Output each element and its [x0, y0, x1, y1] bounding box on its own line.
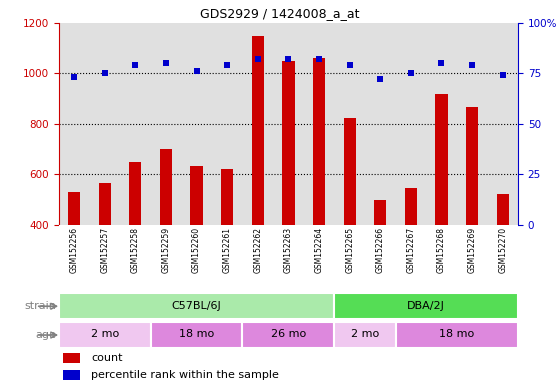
Bar	[221, 169, 234, 225]
Bar	[63, 370, 81, 380]
Text: GSM152262: GSM152262	[253, 227, 262, 273]
Point	[100, 70, 109, 76]
Text: DBA/2J: DBA/2J	[407, 301, 445, 311]
Point	[284, 56, 293, 63]
Text: count: count	[91, 353, 123, 363]
Bar	[190, 166, 203, 225]
Text: 18 mo: 18 mo	[439, 329, 474, 339]
Bar	[282, 61, 295, 225]
Text: age: age	[35, 330, 56, 340]
Bar	[466, 107, 478, 225]
Point	[345, 62, 354, 68]
Point	[69, 74, 78, 81]
Text: 2 mo: 2 mo	[351, 329, 379, 339]
Bar	[160, 149, 172, 225]
Bar	[59, 322, 151, 348]
Bar	[343, 118, 356, 225]
Text: GSM152259: GSM152259	[161, 227, 170, 273]
Bar	[374, 200, 386, 225]
Text: GSM152260: GSM152260	[192, 227, 201, 273]
Text: strain: strain	[24, 301, 56, 311]
Bar	[497, 194, 509, 225]
Text: C57BL/6J: C57BL/6J	[172, 301, 221, 311]
Text: GSM152267: GSM152267	[407, 227, 416, 273]
Point	[223, 62, 232, 68]
Text: GSM152269: GSM152269	[468, 227, 477, 273]
Point	[437, 60, 446, 66]
Text: GSM152270: GSM152270	[498, 227, 507, 273]
Bar	[68, 192, 80, 225]
Text: GSM152261: GSM152261	[223, 227, 232, 273]
Bar	[151, 322, 242, 348]
Text: GSM152265: GSM152265	[345, 227, 354, 273]
Point	[253, 56, 262, 63]
Text: GDS2929 / 1424008_a_at: GDS2929 / 1424008_a_at	[200, 7, 360, 20]
Bar	[334, 322, 395, 348]
Text: GSM152268: GSM152268	[437, 227, 446, 273]
Bar	[435, 94, 447, 225]
Bar	[63, 353, 81, 362]
Point	[376, 76, 385, 83]
Bar	[242, 322, 334, 348]
Point	[407, 70, 416, 76]
Point	[468, 62, 477, 68]
Bar	[313, 58, 325, 225]
Text: GSM152263: GSM152263	[284, 227, 293, 273]
Bar	[59, 293, 334, 319]
Bar	[99, 183, 111, 225]
Bar	[395, 322, 518, 348]
Text: percentile rank within the sample: percentile rank within the sample	[91, 370, 279, 380]
Point	[192, 68, 201, 74]
Bar	[129, 162, 142, 225]
Text: 26 mo: 26 mo	[271, 329, 306, 339]
Point	[315, 56, 324, 63]
Text: GSM152257: GSM152257	[100, 227, 109, 273]
Text: GSM152258: GSM152258	[131, 227, 140, 273]
Bar	[405, 188, 417, 225]
Text: 18 mo: 18 mo	[179, 329, 214, 339]
Text: GSM152266: GSM152266	[376, 227, 385, 273]
Bar	[334, 293, 518, 319]
Text: GSM152264: GSM152264	[315, 227, 324, 273]
Text: GSM152256: GSM152256	[69, 227, 78, 273]
Bar	[251, 36, 264, 225]
Text: 2 mo: 2 mo	[91, 329, 119, 339]
Point	[498, 73, 507, 79]
Point	[161, 60, 170, 66]
Point	[131, 62, 140, 68]
